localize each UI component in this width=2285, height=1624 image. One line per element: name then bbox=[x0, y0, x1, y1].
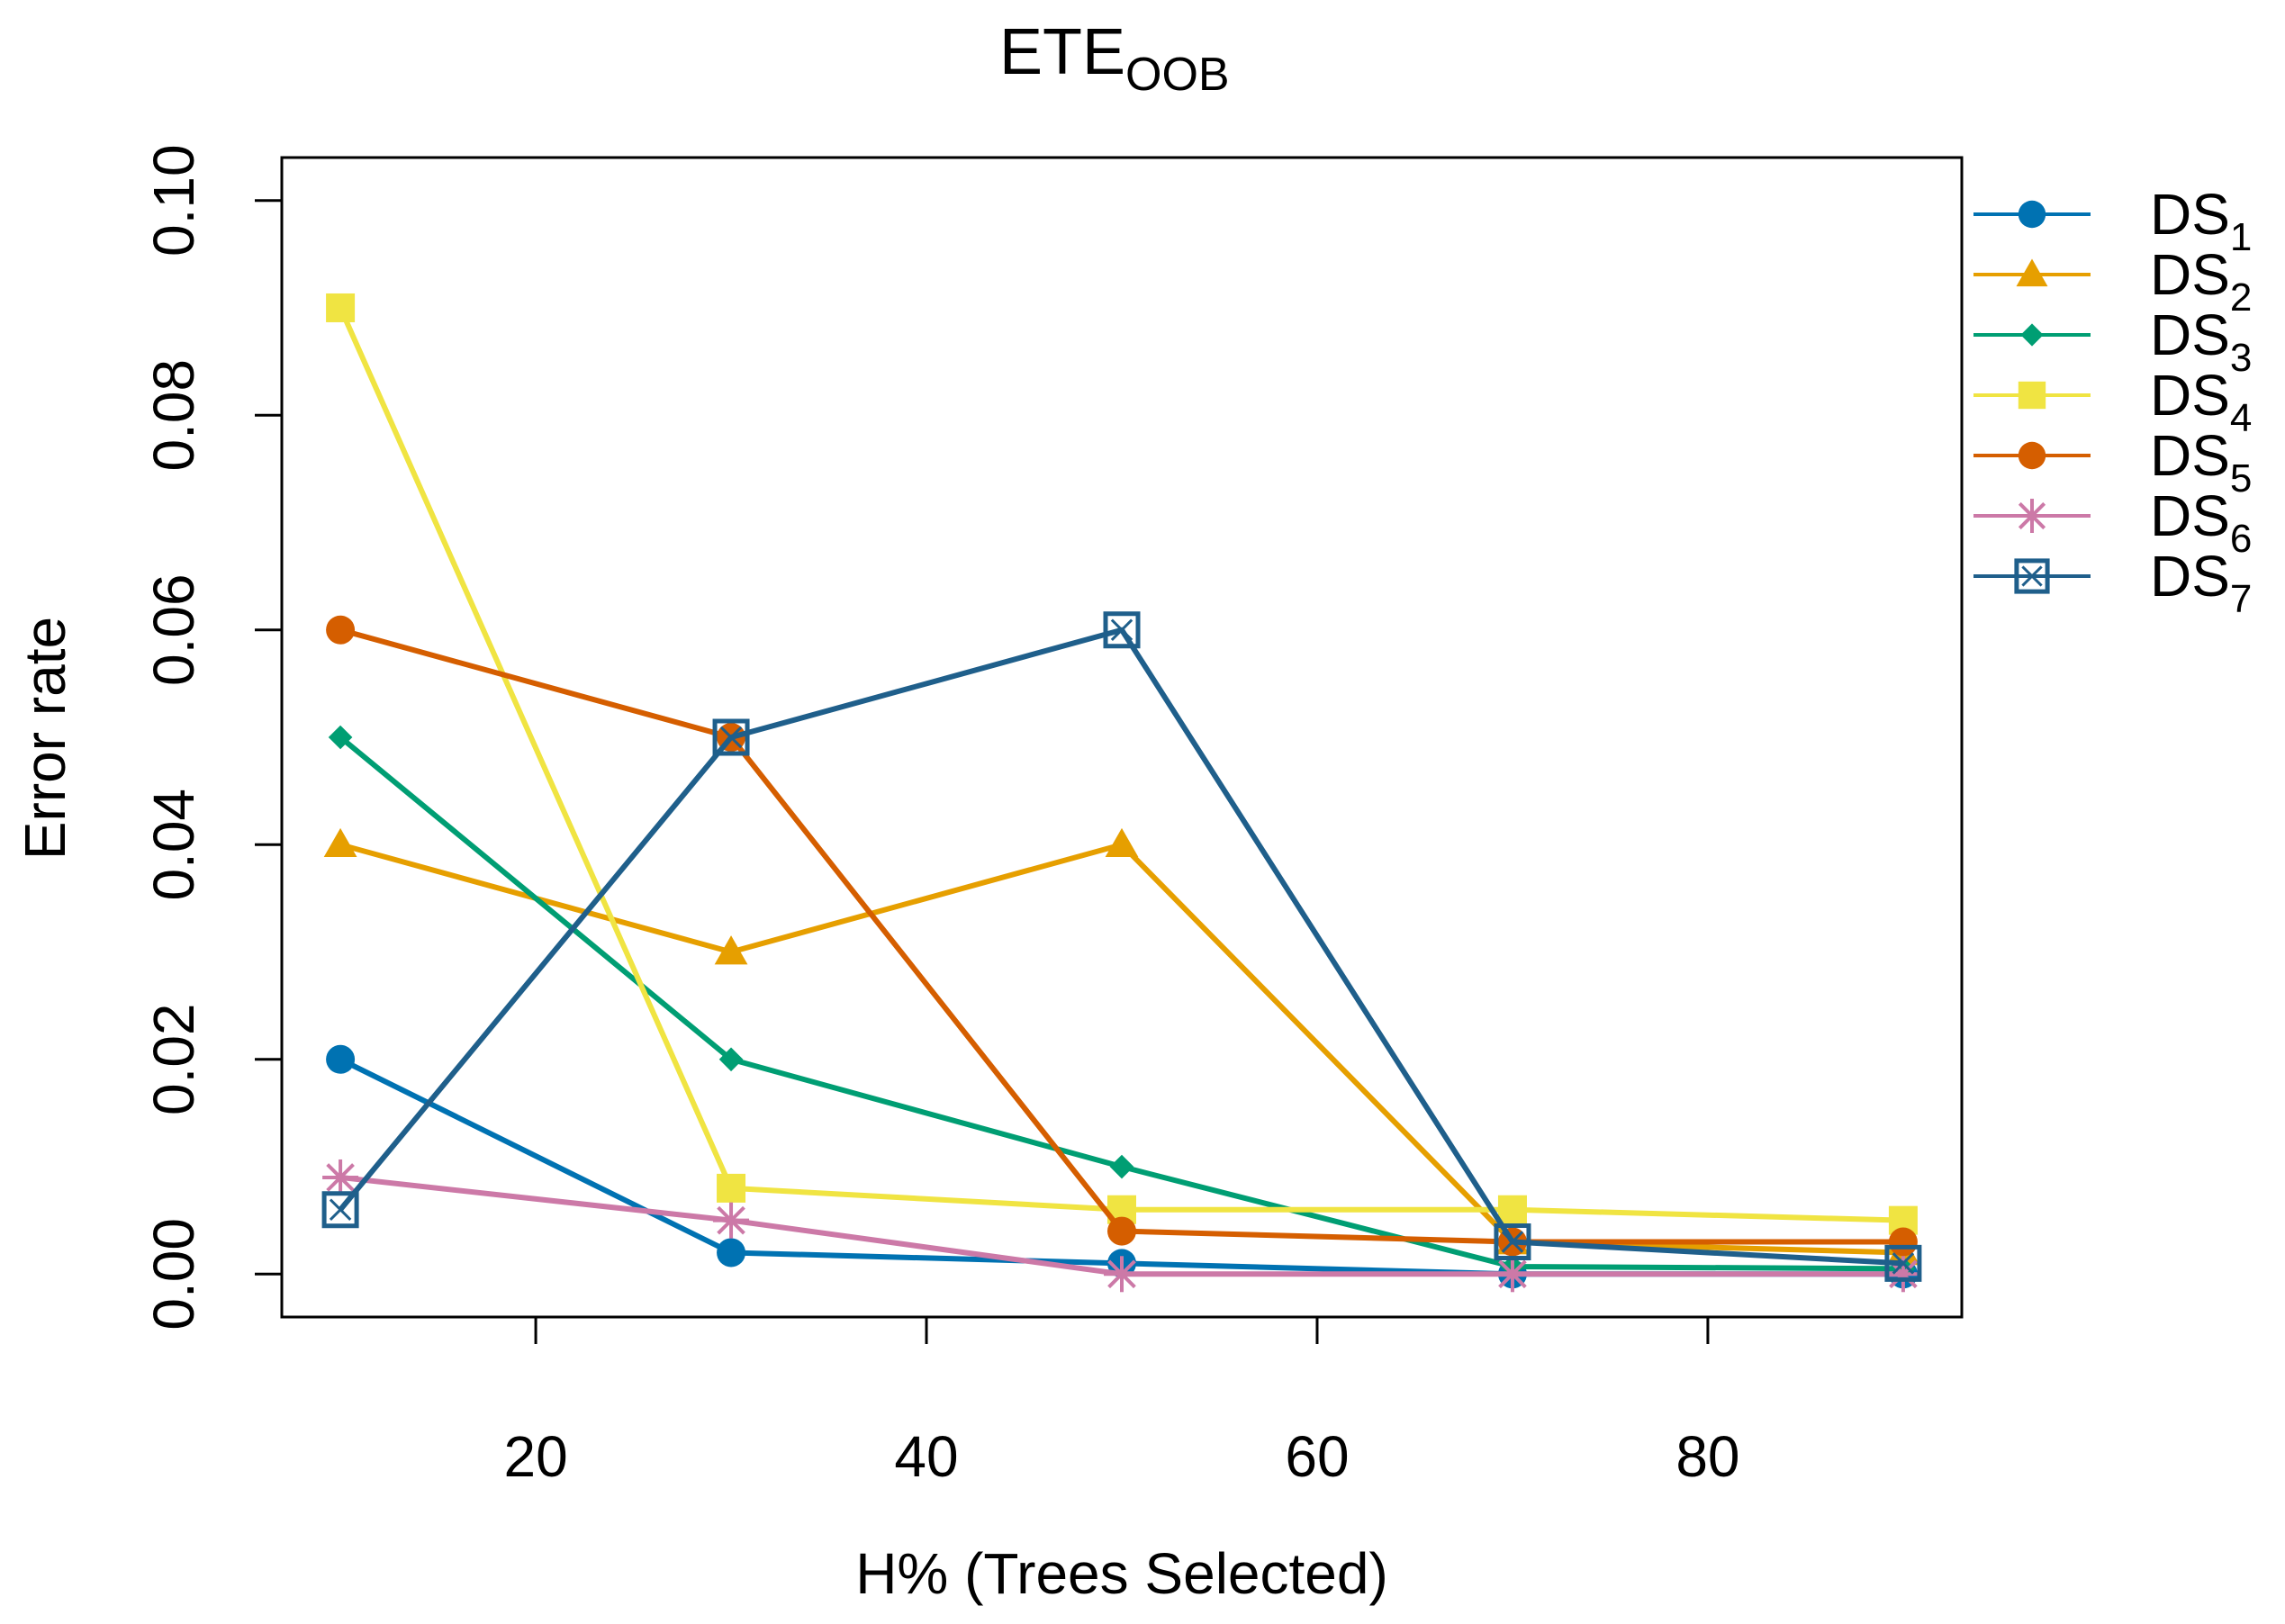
data-point bbox=[2020, 323, 2044, 347]
x-axis-label: H% (Trees Selected) bbox=[855, 1541, 1388, 1606]
legend-item-ds7: DS7 bbox=[1973, 544, 2252, 621]
legend-item-ds1: DS1 bbox=[1973, 182, 2252, 259]
legend-label: DS6 bbox=[2150, 483, 2252, 561]
legend-item-ds4: DS4 bbox=[1973, 363, 2252, 440]
series-layer bbox=[321, 293, 1922, 1293]
y-tick-label: 0.08 bbox=[141, 359, 206, 472]
data-point bbox=[323, 827, 357, 858]
chart-title: ETEOOB bbox=[999, 16, 1230, 101]
data-point bbox=[326, 293, 356, 322]
data-point bbox=[713, 1202, 750, 1239]
data-point bbox=[2018, 381, 2046, 410]
y-tick-label: 0.00 bbox=[141, 1218, 206, 1331]
x-tick-label: 20 bbox=[503, 1424, 567, 1489]
data-point bbox=[326, 615, 356, 645]
legend-label: DS3 bbox=[2150, 302, 2252, 380]
data-point bbox=[717, 1173, 746, 1203]
data-point bbox=[1494, 1256, 1531, 1293]
legend-label: DS7 bbox=[2150, 544, 2252, 621]
y-tick-label: 0.02 bbox=[141, 1003, 206, 1115]
y-axis-label: Error rate bbox=[13, 617, 77, 860]
series-ds6 bbox=[322, 1159, 1921, 1293]
data-point bbox=[2014, 558, 2050, 594]
y-axis: 0.00 0.02 0.04 0.06 0.08 0.10 bbox=[141, 144, 284, 1331]
y-tick-label: 0.06 bbox=[141, 573, 206, 686]
data-point bbox=[1497, 1195, 1527, 1224]
legend-label: DS1 bbox=[2150, 182, 2252, 259]
legend-item-ds2: DS2 bbox=[1973, 242, 2252, 320]
data-point bbox=[2015, 499, 2049, 533]
series-ds7 bbox=[321, 611, 1922, 1282]
data-point bbox=[717, 1238, 746, 1268]
data-point bbox=[326, 1044, 356, 1074]
data-point bbox=[712, 718, 750, 756]
x-axis: 20 40 60 80 bbox=[503, 1315, 1740, 1489]
data-point bbox=[328, 725, 353, 750]
chart-title-subscript: OOB bbox=[1125, 49, 1230, 101]
data-point bbox=[1103, 611, 1141, 649]
data-point bbox=[2016, 258, 2048, 287]
data-point bbox=[718, 1047, 744, 1072]
legend-label: DS5 bbox=[2150, 423, 2252, 501]
data-point bbox=[1105, 827, 1139, 858]
data-point bbox=[1107, 1216, 1136, 1246]
legend-label: DS2 bbox=[2150, 242, 2252, 320]
y-tick-label: 0.10 bbox=[141, 144, 206, 257]
x-tick-label: 60 bbox=[1285, 1424, 1349, 1489]
legend-label: DS4 bbox=[2150, 363, 2252, 440]
data-point bbox=[1888, 1227, 1918, 1257]
x-tick-label: 40 bbox=[894, 1424, 958, 1489]
data-point bbox=[1494, 1223, 1531, 1261]
legend-item-ds6: DS6 bbox=[1973, 483, 2252, 561]
x-tick-label: 80 bbox=[1675, 1424, 1739, 1489]
data-point bbox=[2018, 441, 2046, 470]
data-point bbox=[322, 1159, 359, 1195]
y-tick-label: 0.04 bbox=[141, 789, 206, 901]
legend-item-ds5: DS5 bbox=[1973, 423, 2252, 501]
chart-title-main: ETE bbox=[999, 16, 1125, 88]
legend-item-ds3: DS3 bbox=[1973, 302, 2252, 380]
data-point bbox=[321, 1191, 359, 1229]
data-point bbox=[714, 935, 748, 965]
data-point bbox=[1109, 1154, 1134, 1179]
data-point bbox=[1104, 1256, 1140, 1293]
data-point bbox=[2018, 200, 2046, 229]
data-point bbox=[1884, 1244, 1922, 1282]
